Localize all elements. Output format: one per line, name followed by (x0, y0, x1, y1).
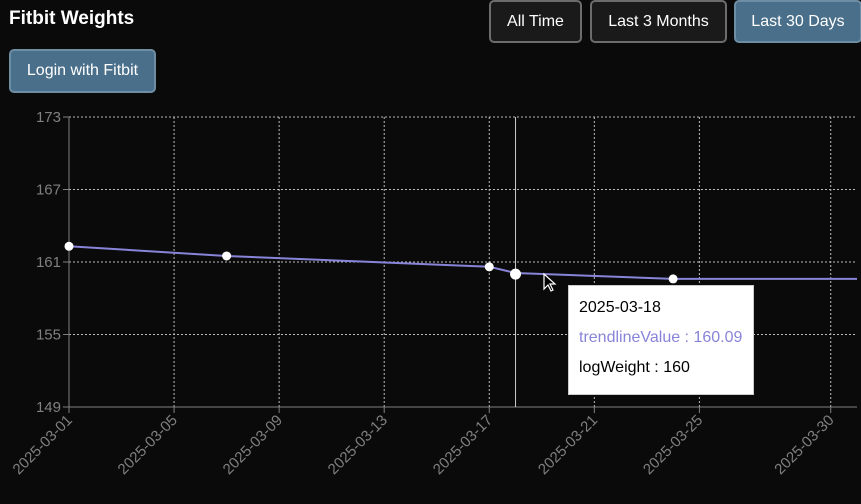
y-tick-label: 149 (36, 399, 61, 416)
x-tick-label: 2025-03-17 (430, 412, 496, 478)
weight-point[interactable] (64, 241, 74, 251)
y-tick-label: 161 (36, 254, 61, 271)
mouse-pointer-icon (543, 272, 557, 292)
login-with-fitbit-button[interactable]: Login with Fitbit (9, 49, 156, 93)
weight-points (64, 241, 678, 284)
x-tick-label: 2025-03-30 (771, 412, 837, 478)
all-time-button[interactable]: All Time (489, 0, 582, 43)
page-title: Fitbit Weights (9, 8, 135, 29)
weight-point[interactable] (668, 274, 678, 284)
x-axis-ticks: 2025-03-01 2025-03-05 2025-03-09 2025-03-13… (10, 407, 838, 478)
trendline-series (68, 245, 857, 280)
last-3-months-button[interactable]: Last 3 Months (590, 0, 727, 43)
y-tick-label: 155 (36, 327, 61, 344)
x-tick-label: 2025-03-09 (220, 412, 286, 478)
chart-tooltip: 2025-03-18 trendlineValue : 160.09 logWe… (568, 285, 754, 395)
weight-point[interactable] (510, 268, 522, 280)
tooltip-log-weight: logWeight : 160 (579, 359, 690, 376)
tooltip-date: 2025-03-18 (579, 299, 661, 316)
x-tick-label: 2025-03-25 (640, 412, 706, 478)
y-axis-ticks: 149 155 161 167 173 (36, 109, 69, 416)
x-tick-label: 2025-03-01 (10, 412, 76, 478)
tooltip-trendline-value: trendlineValue : 160.09 (579, 329, 743, 346)
y-tick-label: 167 (36, 182, 61, 199)
weight-point[interactable] (222, 251, 232, 261)
y-tick-label: 173 (36, 109, 61, 126)
x-tick-label: 2025-03-13 (325, 412, 391, 478)
x-tick-label: 2025-03-21 (535, 412, 601, 478)
last-30-days-button[interactable]: Last 30 Days (734, 0, 861, 43)
x-tick-label: 2025-03-05 (115, 412, 181, 478)
weight-point[interactable] (484, 262, 494, 272)
